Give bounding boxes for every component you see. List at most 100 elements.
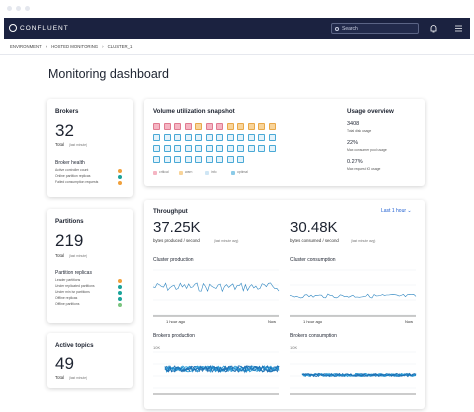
throughput-card: Throughput Last 1 hour ⌄ 37.25K bytes pr…	[144, 200, 425, 409]
breadcrumb-item[interactable]: HOSTED MONITORING	[51, 44, 99, 49]
volume-cell	[153, 145, 160, 152]
metric-value: 219	[55, 231, 84, 250]
volume-cell	[226, 156, 234, 163]
volume-cell	[163, 123, 171, 130]
usage-value: 22%	[347, 140, 359, 146]
status-dot	[118, 174, 122, 179]
metric-value: 32	[55, 121, 74, 140]
metric-period: (last minute)	[69, 375, 88, 380]
top-bar: CONFLUENT Search	[4, 18, 470, 39]
volume-cell	[195, 156, 202, 163]
volume-cell	[226, 134, 234, 141]
axis-label: 1 hour ago	[166, 319, 186, 324]
volume-cell	[268, 134, 276, 141]
search-icon	[335, 27, 339, 31]
volume-cell	[247, 123, 255, 130]
legend-label: critical	[159, 170, 169, 175]
volume-cell	[174, 134, 181, 141]
card-title: Partitions	[55, 218, 84, 225]
range-select[interactable]: Last 1 hour ⌄	[381, 208, 412, 214]
card-title: Usage overview	[347, 108, 394, 115]
metric-value: 49	[55, 354, 74, 373]
status-dot	[118, 168, 122, 173]
status-label: Active controller count	[55, 168, 89, 172]
chart-title: Cluster consumption	[290, 257, 336, 263]
logo-icon	[9, 24, 17, 32]
usage-value: 0.27%	[347, 159, 363, 165]
search-placeholder: Search	[342, 26, 358, 32]
volume-cell	[237, 156, 244, 163]
sparkline	[289, 293, 417, 299]
volume-card: Volume utilization snapshot critical warn…	[144, 99, 425, 186]
card-title: Throughput	[153, 208, 188, 215]
window-dot	[16, 6, 21, 11]
sparkline	[164, 365, 280, 374]
axis-label: 10K	[290, 345, 298, 350]
status-label: Offline replicas	[55, 296, 78, 300]
volume-cell	[226, 145, 234, 152]
axis-label: Now	[405, 319, 414, 324]
volume-cell	[174, 123, 181, 130]
usage-label: Max consumer pool usage	[347, 148, 387, 152]
status-label: Failed consumption requests	[55, 180, 99, 184]
legend-swatch	[205, 171, 209, 175]
menu-icon[interactable]	[454, 24, 463, 33]
volume-cell	[153, 156, 160, 163]
charts	[152, 269, 417, 395]
status-dot	[118, 180, 122, 185]
legend-swatch	[179, 171, 183, 175]
logo: CONFLUENT	[20, 24, 69, 32]
volume-cell	[174, 145, 181, 152]
card-title: Volume utilization snapshot	[153, 108, 235, 115]
topics-card: Active topics 49 Total (last minute)	[47, 333, 133, 388]
breadcrumb-item[interactable]: CLUSTER_1	[107, 44, 133, 49]
axis-label: Now	[268, 319, 277, 324]
volume-cell	[205, 134, 213, 141]
status-dot	[118, 302, 122, 307]
chart-title: Brokers consumption	[290, 333, 337, 339]
volume-cell	[268, 123, 276, 130]
bell-icon[interactable]	[429, 24, 438, 33]
volume-cell	[153, 134, 160, 141]
legend-swatch	[153, 171, 157, 175]
metric-period: (last minute)	[69, 142, 88, 147]
volume-cell	[226, 123, 234, 130]
chart-title: Brokers production	[153, 333, 195, 339]
metric-label: Total	[55, 142, 65, 147]
legend-label: warn	[185, 170, 193, 175]
volume-cell	[184, 134, 192, 141]
metric-period: (last minute avg)	[351, 238, 376, 243]
sparkline	[301, 372, 417, 378]
sparkline	[152, 282, 280, 293]
metric-value: 30.48K	[290, 219, 338, 236]
metric-period: (last minute avg)	[214, 238, 239, 243]
usage-label: Total disk usage	[347, 129, 372, 133]
status-label: Offline partitions	[55, 302, 80, 306]
card-title: Brokers	[55, 108, 79, 115]
metric-period: (last minute)	[69, 253, 88, 258]
volume-cell	[237, 134, 244, 141]
axis-label: 10K	[153, 345, 161, 350]
status-dot	[118, 284, 122, 289]
volume-cell	[184, 123, 192, 130]
volume-cell	[163, 145, 171, 152]
volume-cell	[153, 123, 160, 130]
search-box[interactable]: Search	[331, 23, 419, 34]
volume-cell	[247, 145, 255, 152]
breadcrumb-item[interactable]: ENVIRONMENT	[10, 44, 42, 49]
breadcrumb: ENVIRONMENT › HOSTED MONITORING › CLUSTER_1	[10, 44, 133, 49]
sparkline	[301, 372, 417, 378]
axis-label: 1 hour ago	[303, 319, 323, 324]
status-dot	[118, 278, 122, 283]
volume-cell	[237, 145, 244, 152]
volume-cell	[268, 145, 276, 152]
status-label: Leader partitions	[55, 278, 81, 282]
chart-title: Cluster production	[153, 257, 194, 263]
volume-cell	[205, 145, 213, 152]
status-dot	[118, 296, 122, 301]
sparkline	[164, 365, 280, 373]
section-title: Broker health	[55, 160, 85, 166]
volume-cell	[247, 134, 255, 141]
status-label: Online partition replicas	[55, 174, 91, 178]
